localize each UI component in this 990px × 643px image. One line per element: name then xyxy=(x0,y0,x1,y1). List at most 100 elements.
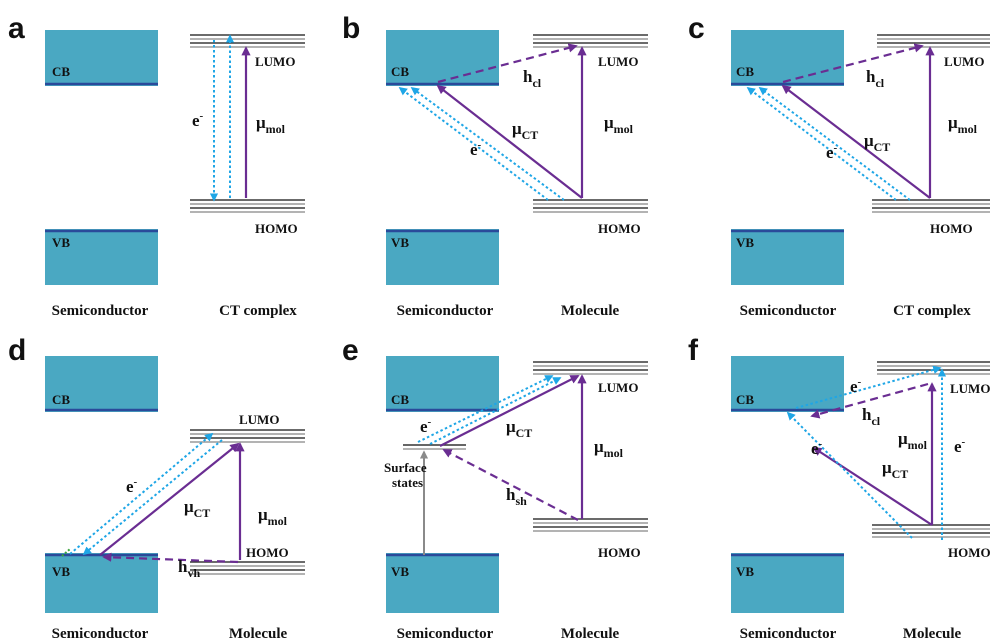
cb-label: CB xyxy=(391,64,409,79)
homo-label: HOMO xyxy=(948,545,990,560)
cb-label: CB xyxy=(391,392,409,407)
panel-letter-c: c xyxy=(688,12,705,45)
panel-letter-a: a xyxy=(8,12,25,45)
homo-level xyxy=(872,199,990,213)
homo-level xyxy=(533,518,648,532)
electron-arrow-2 xyxy=(429,377,562,445)
homo-level xyxy=(872,524,990,538)
mu-ct-arrow xyxy=(436,84,583,199)
cb-band xyxy=(731,356,844,412)
electron-label: e- xyxy=(826,142,838,162)
mu-ct-label: μCT xyxy=(184,497,210,520)
semiconductor-label: Semiconductor xyxy=(397,626,494,642)
electron-arrow-1 xyxy=(69,432,214,555)
arrows-layer xyxy=(61,34,947,564)
lumo-level xyxy=(190,34,305,48)
mu-ct-arrow xyxy=(439,375,580,447)
semiconductor-label: Semiconductor xyxy=(740,626,837,642)
panel-letter-f: f xyxy=(688,334,699,367)
cb-band xyxy=(386,30,499,86)
mu-mol-label: μmol xyxy=(604,113,634,136)
homo-label: HOMO xyxy=(246,545,289,560)
cb-band xyxy=(45,356,158,412)
vb-band xyxy=(731,229,844,285)
right-label: Molecule xyxy=(561,303,620,319)
h-cl-label: hcl xyxy=(866,67,885,90)
green-dotted-start xyxy=(61,548,71,557)
semiconductor-label: Semiconductor xyxy=(52,626,149,642)
mu-ct-label: μCT xyxy=(512,119,538,142)
right-label: Molecule xyxy=(229,626,288,642)
electron-label-left: e- xyxy=(811,438,823,458)
homo-level xyxy=(190,199,305,213)
h-vh-arrow xyxy=(102,552,239,564)
lumo-level xyxy=(877,34,990,48)
semiconductor-label: Semiconductor xyxy=(52,303,149,319)
electron-label-top: e- xyxy=(850,376,862,396)
surface-states-label: Surface xyxy=(384,460,427,475)
cb-label: CB xyxy=(52,392,70,407)
electron-arrow-diag xyxy=(786,411,913,539)
electron-label: e- xyxy=(126,476,138,496)
electron-label: e- xyxy=(470,139,482,159)
mu-mol-label: μmol xyxy=(258,505,288,528)
lumo-label: LUMO xyxy=(598,380,638,395)
h-vh-label: hvh xyxy=(178,557,200,580)
panel-letter-d: d xyxy=(8,334,26,367)
mu-ct-arrow xyxy=(781,84,931,199)
cb-band xyxy=(386,356,499,412)
vb-label: VB xyxy=(52,235,70,250)
h-cl-arrow xyxy=(782,43,924,84)
vb-label: VB xyxy=(391,235,409,250)
lumo-label: LUMO xyxy=(598,54,638,69)
lumo-label: LUMO xyxy=(239,412,279,427)
homo-label: HOMO xyxy=(930,221,973,236)
mu-ct-label: μCT xyxy=(506,417,532,440)
cb-label: CB xyxy=(736,64,754,79)
lumo-level xyxy=(877,361,990,375)
cb-label: CB xyxy=(52,64,70,79)
electron-arrow-2 xyxy=(398,86,549,201)
mu-mol-label: μmol xyxy=(594,437,624,460)
lumo-label: LUMO xyxy=(950,381,990,396)
mu-ct-label: μCT xyxy=(882,458,908,481)
right-label: Molecule xyxy=(561,626,620,642)
mu-mol-label: μmol xyxy=(898,429,928,452)
h-cl-label: hcl xyxy=(862,405,881,428)
text-layer: a CB VB LUMO HOMO e-μmol Semiconductor CT compl… xyxy=(8,12,990,642)
homo-level xyxy=(533,199,648,213)
homo-label: HOMO xyxy=(255,221,298,236)
homo-label: HOMO xyxy=(598,545,641,560)
lumo-level xyxy=(533,34,648,48)
electron-arrow-1 xyxy=(410,87,565,201)
right-label: CT complex xyxy=(893,303,971,319)
lumo-label: LUMO xyxy=(944,54,984,69)
panel-letter-e: e xyxy=(342,334,359,367)
vb-label: VB xyxy=(736,564,754,579)
vb-band xyxy=(731,553,844,613)
vb-band xyxy=(386,553,499,613)
mu-ct-arrow xyxy=(812,446,933,526)
lumo-label: LUMO xyxy=(255,54,295,69)
electron-label: e- xyxy=(420,416,432,436)
electron-label: e- xyxy=(192,110,204,130)
homo-label: HOMO xyxy=(598,221,641,236)
semiconductor-label: Semiconductor xyxy=(397,303,494,319)
h-sh-label: hsh xyxy=(506,485,527,508)
cb-band xyxy=(45,30,158,86)
cb-band xyxy=(731,30,844,86)
vb-band xyxy=(386,229,499,285)
vb-band xyxy=(45,229,158,285)
right-label: Molecule xyxy=(903,626,962,642)
electron-label-right: e- xyxy=(954,436,966,456)
lumo-level xyxy=(533,361,648,375)
semiconductor-label: Semiconductor xyxy=(740,303,837,319)
h-cl-arrow xyxy=(437,43,578,84)
h-cl-label: hcl xyxy=(523,67,542,90)
h-cl-arrow xyxy=(810,382,929,419)
mu-ct-arrow xyxy=(99,442,240,556)
lumo-level xyxy=(190,429,305,443)
panel-letter-b: b xyxy=(342,12,360,45)
vb-label: VB xyxy=(52,564,70,579)
